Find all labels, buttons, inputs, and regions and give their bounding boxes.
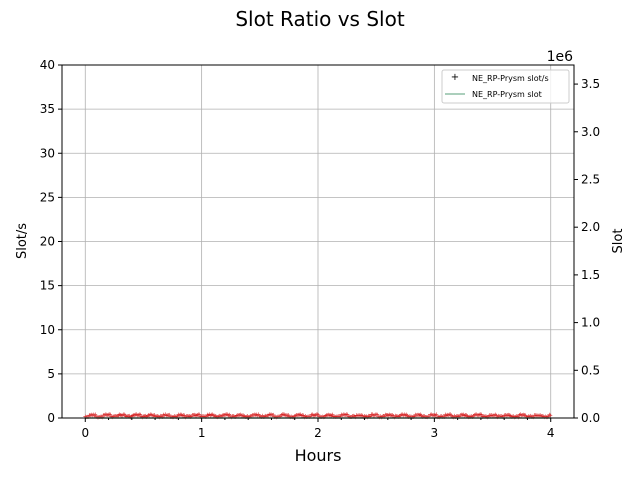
- right-y-tick-label: 0.0: [581, 411, 600, 425]
- right-y-tick-label: 2.0: [581, 220, 600, 234]
- x-tick-label: 0: [81, 426, 89, 440]
- left-y-tick-label: 15: [40, 279, 55, 293]
- x-tick-label: 1: [198, 426, 206, 440]
- left-y-tick-label: 20: [40, 235, 55, 249]
- right-y-tick-label: 3.5: [581, 77, 600, 91]
- grid: [62, 64, 574, 419]
- left-y-tick-label: 10: [40, 323, 55, 337]
- right-y-tick-label: 2.5: [581, 172, 600, 186]
- chart-title: Slot Ratio vs Slot: [235, 7, 404, 31]
- legend: + NE_RP-Prysm slot/s NE_RP-Prysm slot: [441, 69, 570, 104]
- left-y-tick-label: 40: [40, 58, 55, 72]
- left-y-tick-label: 5: [47, 367, 55, 381]
- right-y-tick-label: 1.5: [581, 268, 600, 282]
- left-y-tick-label: 30: [40, 146, 55, 160]
- right-y-tick-label: 0.5: [581, 363, 600, 377]
- x-tick-label: 3: [431, 426, 439, 440]
- series-slot-per-s-markers: [83, 412, 553, 420]
- legend-box: [441, 69, 570, 104]
- x-tick-label: 2: [314, 426, 322, 440]
- right-y-axis: 0.0 0.5 1.0 1.5 2.0 2.5 3.0 3.5: [574, 77, 600, 425]
- right-y-tick-label: 1.0: [581, 316, 600, 330]
- left-y-axis: 0 5 10 15 20 25 30 35 40: [40, 58, 62, 425]
- left-y-tick-label: 35: [40, 102, 55, 116]
- left-y-axis-label: Slot/s: [15, 223, 30, 259]
- legend-label-slot: NE_RP-Prysm slot: [472, 90, 542, 99]
- legend-marker-plus: +: [451, 72, 459, 83]
- x-axis-label: Hours: [295, 446, 342, 465]
- right-y-tick-label: 3.0: [581, 125, 600, 139]
- legend-label-slot-per-s: NE_RP-Prysm slot/s: [472, 74, 549, 83]
- x-tick-label: 4: [547, 426, 555, 440]
- right-y-axis-label: Slot: [611, 229, 626, 254]
- left-y-tick-label: 0: [47, 411, 55, 425]
- left-y-tick-label: 25: [40, 190, 55, 204]
- x-axis: 0 1 2 3 4: [81, 418, 555, 440]
- right-axis-multiplier: 1e6: [547, 49, 574, 65]
